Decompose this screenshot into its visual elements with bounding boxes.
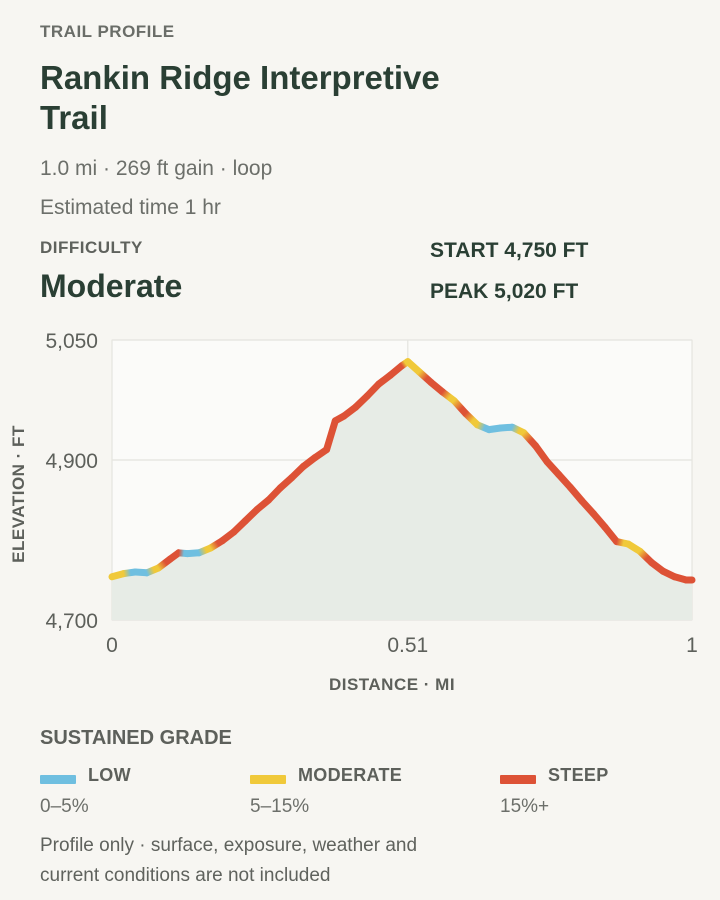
estimated-time: Estimated time 1 hr [40, 196, 221, 219]
elevation-chart: 4,700 4,900 5,050 0 0.51 1 ELEVATION · FT DI… [0, 320, 720, 700]
difficulty-label: DIFFICULTY [40, 238, 143, 257]
legend-range-moderate: 5–15% [250, 796, 310, 817]
start-elevation: START 4,750 FT [430, 239, 589, 262]
y-tick-label: 4,900 [45, 450, 98, 473]
footnote: Profile only · surface, exposure, weathe… [40, 835, 418, 886]
legend-range-low: 0–5% [40, 796, 89, 817]
difficulty-value: Moderate [40, 268, 183, 304]
legend-label-steep: STEEP [548, 765, 609, 785]
trail-title: Rankin Ridge Interpretive Trail [40, 59, 440, 136]
legend-label-moderate: MODERATE [298, 765, 403, 785]
profile-segment-steep [323, 417, 339, 454]
elevation-area [112, 361, 692, 620]
legend-swatch-steep [500, 775, 536, 784]
y-axis-title: ELEVATION · FT [9, 425, 28, 563]
y-tick-label: 5,050 [45, 330, 98, 353]
legend-swatch-low [40, 775, 76, 784]
legend-title: SUSTAINED GRADE [40, 727, 232, 749]
y-tick-label: 4,700 [45, 610, 98, 633]
section-eyebrow: TRAIL PROFILE [40, 22, 175, 41]
x-axis-title: DISTANCE · MI [329, 675, 455, 694]
x-tick-labels: 0 0.51 1 [106, 634, 698, 657]
y-tick-labels: 4,700 4,900 5,050 [45, 330, 98, 633]
x-tick-label: 0 [106, 634, 118, 657]
x-tick-label: 0.51 [387, 634, 428, 657]
elevation-chart-svg: 4,700 4,900 5,050 0 0.51 1 ELEVATION · FT DI… [9, 330, 698, 694]
legend-range-steep: 15%+ [500, 796, 550, 817]
peak-elevation: PEAK 5,020 FT [430, 280, 579, 303]
legend-label-low: LOW [88, 765, 131, 785]
trail-summary: 1.0 mi · 269 ft gain · loop [40, 157, 273, 180]
legend-swatch-moderate [250, 775, 286, 784]
elevation-line [108, 358, 696, 584]
x-tick-label: 1 [686, 634, 698, 657]
